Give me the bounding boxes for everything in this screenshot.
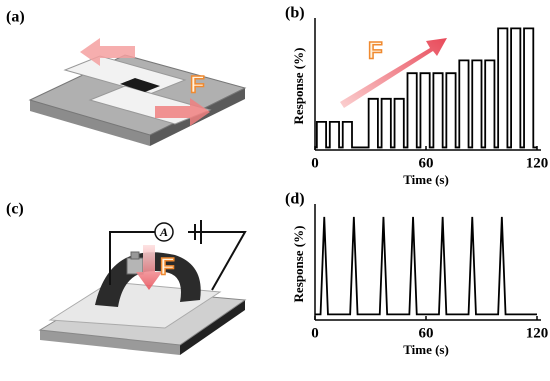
data-line xyxy=(315,27,537,149)
panel-label: (d) xyxy=(285,191,305,208)
panel-label: (a) xyxy=(6,9,25,26)
panel-label: (b) xyxy=(285,5,305,22)
annotation: F xyxy=(368,37,383,64)
x-axis-label: Time (s) xyxy=(403,342,449,357)
x-tick-label: 60 xyxy=(419,155,434,171)
weight xyxy=(130,251,140,260)
force-arrow xyxy=(340,38,447,108)
substrate xyxy=(48,281,222,329)
wire xyxy=(188,231,247,291)
stretch-arrow xyxy=(155,98,210,126)
bent-film xyxy=(95,252,201,307)
plate-side xyxy=(30,100,150,146)
force-arrow xyxy=(136,245,162,290)
ammeter xyxy=(154,222,174,242)
base-side xyxy=(40,330,180,355)
ammeter-label: A xyxy=(159,225,168,239)
x-axis-label: Time (s) xyxy=(403,172,449,187)
stretch-arrow xyxy=(80,38,135,66)
panel-c: A (c) F xyxy=(6,201,247,355)
data-line xyxy=(315,216,537,316)
x-tick-label: 0 xyxy=(311,155,319,171)
y-axis-label: Response (%) xyxy=(291,48,306,125)
force-label: F xyxy=(190,71,205,98)
weight xyxy=(126,257,144,275)
wire xyxy=(109,231,158,285)
charts: 0 60 120 Time (s) Response (%) (b) F 0 60 120 Time… xyxy=(285,5,548,357)
force-label: F xyxy=(160,253,175,280)
x-tick-label: 60 xyxy=(419,325,434,341)
x-tick-label: 0 xyxy=(311,325,319,341)
base-side xyxy=(180,300,245,355)
y-axis-label: Response (%) xyxy=(291,226,306,303)
x-tick-label: 120 xyxy=(526,155,549,171)
panel-label: (c) xyxy=(6,201,24,218)
sensor xyxy=(120,78,160,92)
panel-a: (a) F xyxy=(6,9,247,146)
x-tick-label: 120 xyxy=(526,325,549,341)
